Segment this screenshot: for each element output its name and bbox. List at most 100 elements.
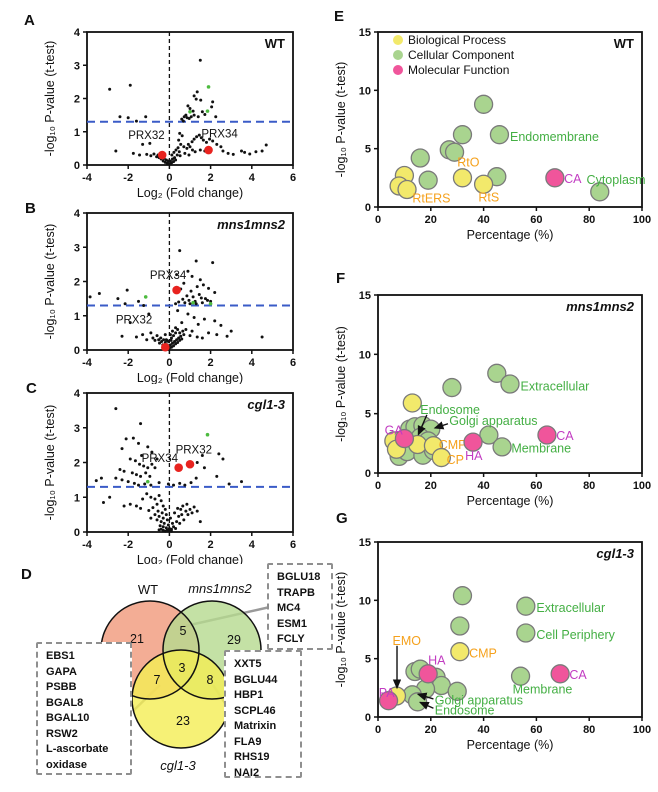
bubble-label-ha: HA bbox=[465, 449, 483, 463]
data-point bbox=[248, 152, 252, 156]
data-point bbox=[183, 301, 187, 305]
data-point bbox=[139, 474, 143, 478]
go-term-bubble-pink bbox=[537, 425, 557, 445]
data-point bbox=[202, 466, 206, 470]
data-point bbox=[264, 143, 268, 147]
go-term-bubble-green bbox=[442, 377, 462, 398]
data-point bbox=[195, 335, 199, 339]
data-point bbox=[170, 521, 174, 525]
data-point bbox=[144, 471, 148, 475]
data-point bbox=[243, 150, 247, 154]
x-axis-title: Log₂ (Fold change) bbox=[137, 371, 243, 384]
data-point bbox=[174, 326, 178, 330]
data-point bbox=[153, 497, 157, 501]
data-point bbox=[189, 115, 193, 119]
go-term-bubble-green bbox=[447, 681, 467, 701]
bubble-label-extracellular: Extracellular bbox=[521, 379, 590, 393]
data-point bbox=[192, 94, 196, 98]
data-point bbox=[214, 115, 218, 119]
go-term-bubble-yellow bbox=[450, 642, 470, 662]
plot-title-a: WT bbox=[265, 36, 285, 51]
data-point bbox=[101, 500, 105, 504]
data-point bbox=[169, 336, 173, 340]
legend-label: Molecular Function bbox=[408, 63, 509, 77]
data-point bbox=[162, 521, 166, 525]
gene-list-wt-mns1mns2: BGLU18 TRAPB MC4 ESM1 FCLY bbox=[267, 563, 333, 650]
data-point bbox=[198, 520, 202, 524]
x-tick-label: 20 bbox=[425, 480, 437, 492]
annotation-arrow bbox=[433, 421, 449, 430]
data-point bbox=[186, 104, 190, 108]
x-tick-label: 0 bbox=[166, 172, 172, 184]
annotation-arrow bbox=[418, 701, 434, 710]
go-term-bubble-yellow bbox=[402, 393, 422, 413]
data-point bbox=[188, 334, 192, 338]
x-tick-label: 0 bbox=[166, 357, 172, 369]
x-tick-label: 6 bbox=[290, 172, 296, 184]
data-point bbox=[177, 514, 181, 518]
go-term-bubble-green bbox=[410, 148, 430, 168]
data-point bbox=[155, 334, 159, 338]
gene-item: FCLY bbox=[277, 633, 305, 645]
data-point bbox=[207, 331, 211, 335]
bubble-label-ca: CA bbox=[564, 172, 582, 186]
data-point bbox=[183, 151, 187, 155]
data-point bbox=[180, 337, 184, 341]
gene-item: EBS1 bbox=[46, 650, 75, 662]
x-tick-label: 0 bbox=[375, 480, 381, 492]
data-point bbox=[149, 154, 153, 158]
x-tick-label: -2 bbox=[123, 357, 133, 369]
y-axis-title: -log₁₀ P-value (t-test) bbox=[334, 326, 348, 442]
data-point bbox=[131, 151, 135, 155]
data-point bbox=[116, 297, 120, 301]
data-point bbox=[145, 492, 149, 496]
venn-set-label-cgl1-3: cgl1-3 bbox=[160, 758, 196, 773]
gene-item: L-ascorbate oxidase bbox=[46, 743, 109, 771]
data-point bbox=[139, 422, 143, 426]
data-point bbox=[187, 298, 191, 302]
data-point bbox=[193, 150, 197, 154]
go-term-bubble-pink bbox=[550, 664, 570, 684]
x-tick-label: -2 bbox=[123, 539, 133, 551]
data-point bbox=[178, 481, 182, 485]
data-point bbox=[148, 141, 152, 145]
panel-letter-b: B bbox=[25, 200, 36, 217]
data-point bbox=[170, 329, 174, 333]
data-point bbox=[168, 516, 172, 520]
data-point bbox=[179, 334, 183, 338]
data-point bbox=[183, 483, 187, 487]
go-bubble-plot-mns1mns2: 0 20 40 60 80 100 0 5 10 15 Percentage (%) -log₁₀ P… bbox=[330, 276, 658, 516]
data-point bbox=[146, 445, 150, 449]
data-point bbox=[175, 338, 179, 342]
data-point bbox=[166, 523, 170, 527]
data-point bbox=[169, 338, 173, 342]
data-point bbox=[201, 138, 205, 142]
data-point bbox=[181, 297, 185, 301]
data-point bbox=[134, 504, 138, 508]
y-tick-label: 4 bbox=[74, 27, 81, 39]
data-point bbox=[120, 447, 124, 451]
data-point bbox=[221, 149, 225, 153]
y-tick-label: 5 bbox=[365, 144, 371, 156]
y-tick-label: 15 bbox=[359, 290, 371, 302]
go-term-bubble-pink bbox=[378, 691, 399, 711]
x-tick-label: 40 bbox=[477, 480, 489, 492]
data-point bbox=[186, 269, 190, 273]
bubble-label-cytoplasm: Cytoplasm bbox=[587, 173, 646, 187]
data-point bbox=[217, 452, 221, 456]
annotation-arrow bbox=[417, 414, 428, 436]
gene-item: NAI2 bbox=[234, 766, 260, 779]
data-point bbox=[215, 474, 219, 478]
data-point bbox=[260, 149, 264, 153]
go-term-bubble-yellow bbox=[431, 447, 452, 468]
y-tick-label: 0 bbox=[74, 160, 80, 172]
go-term-bubble-green bbox=[516, 596, 536, 616]
chart-svg-G: 0 20 40 60 80 100 0 5 10 15 Percentage (%) -log₁₀ P… bbox=[334, 537, 651, 752]
data-point bbox=[215, 333, 219, 337]
data-point bbox=[155, 457, 159, 461]
volcano-plot-cgl1-3: -4 -2 0 2 4 6 0 1 2 3 4 Log₂ (Fold change) -log₁₀ P-… bbox=[40, 378, 340, 567]
data-point bbox=[124, 437, 128, 441]
data-point bbox=[158, 524, 162, 528]
data-point bbox=[190, 140, 194, 144]
data-point bbox=[260, 335, 264, 339]
